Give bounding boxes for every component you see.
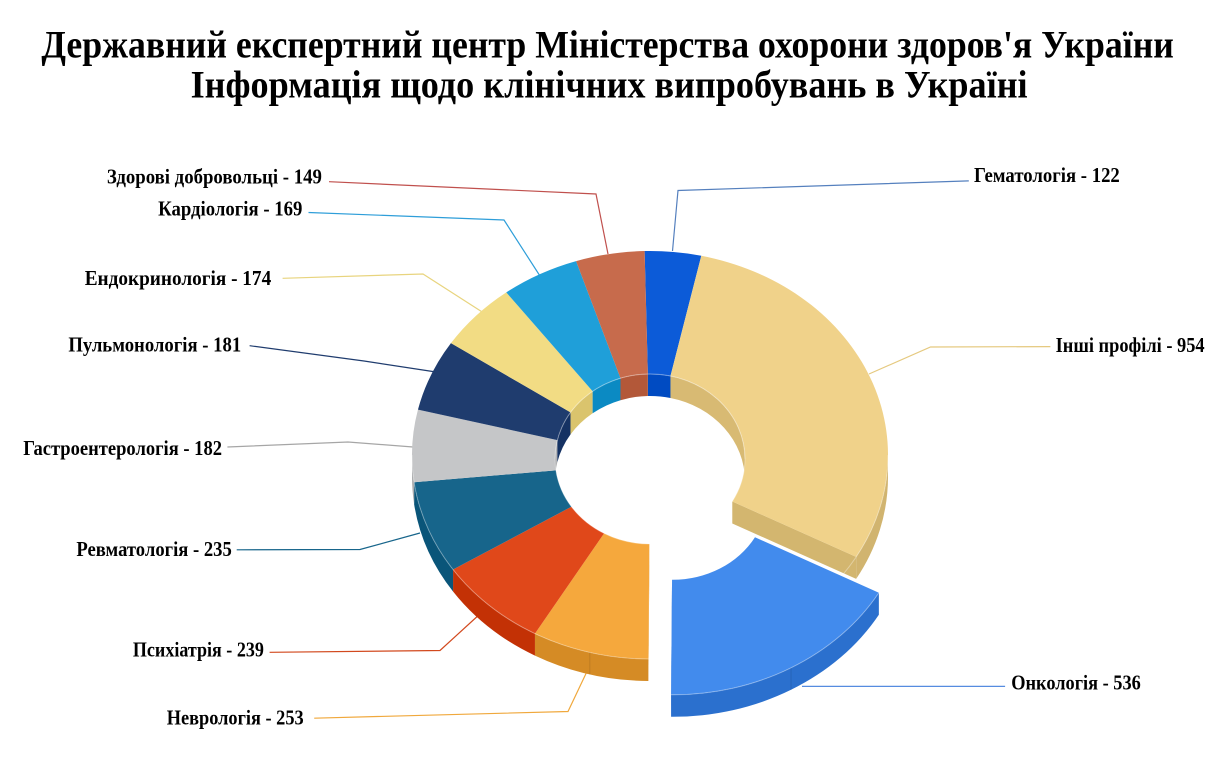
svg-text:Інші профілі - 954: Інші профілі - 954 bbox=[1056, 333, 1205, 357]
svg-text:Кардіологія - 169: Кардіологія - 169 bbox=[158, 197, 302, 221]
svg-text:Гастроентерологія - 182: Гастроентерологія - 182 bbox=[23, 436, 222, 460]
svg-text:Інформація щодо клінічних випр: Інформація щодо клінічних випробувань в … bbox=[191, 64, 1028, 107]
svg-text:Гематологія - 122: Гематологія - 122 bbox=[974, 163, 1120, 187]
svg-text:Пульмонологія - 181: Пульмонологія - 181 bbox=[68, 333, 241, 357]
svg-text:Ендокринологія - 174: Ендокринологія - 174 bbox=[85, 266, 272, 290]
svg-text:Здорові добровольці - 149: Здорові добровольці - 149 bbox=[107, 165, 322, 189]
svg-text:Онкологія - 536: Онкологія - 536 bbox=[1011, 671, 1141, 695]
svg-text:Неврологія - 253: Неврологія - 253 bbox=[167, 706, 304, 730]
svg-text:Психіатрія - 239: Психіатрія - 239 bbox=[133, 638, 264, 662]
svg-text:Ревматологія - 235: Ревматологія - 235 bbox=[76, 537, 231, 561]
svg-text:Державний експертний центр Мін: Державний експертний центр Міністерства … bbox=[41, 24, 1174, 67]
